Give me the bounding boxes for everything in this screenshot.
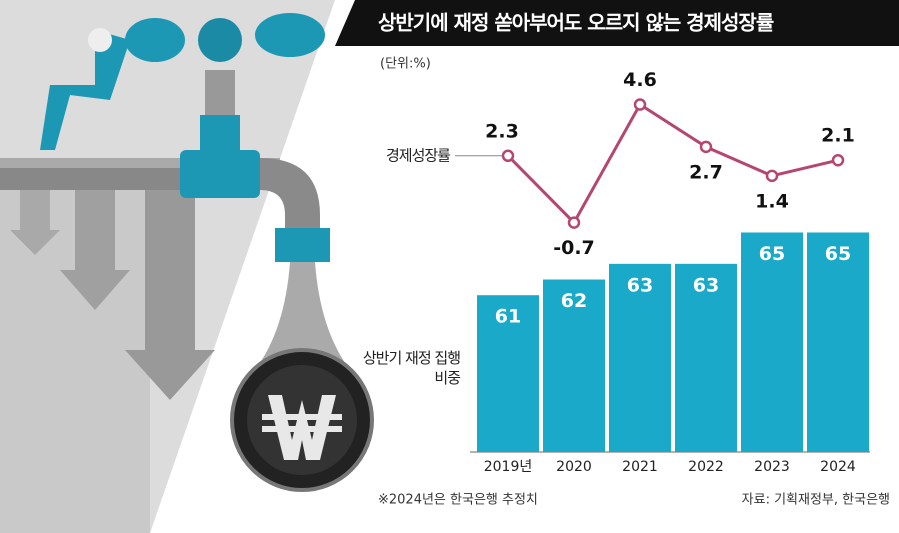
- x-tick-label: 2024: [820, 459, 856, 475]
- line: [506, 102, 839, 226]
- unit-label: (단위:%): [380, 57, 431, 72]
- bar-value-label: 65: [825, 243, 851, 265]
- person: [40, 30, 130, 150]
- x-tick-label: 2021: [622, 459, 658, 475]
- x-tick-label: 2019년: [484, 459, 533, 475]
- note: ※2024년은 한국은행 추정치: [378, 492, 538, 508]
- bar-series-label: 상반기 재정 집행 비중: [362, 349, 461, 387]
- line-value-label: 2.7: [689, 161, 723, 183]
- line-value-label: -0.7: [553, 237, 595, 259]
- handle: [255, 13, 325, 57]
- bar-value-label: 62: [561, 290, 587, 312]
- bar-value-label: 65: [759, 243, 785, 265]
- faucet-body: [180, 150, 260, 198]
- source: 자료: 기획재정부, 한국은행: [742, 492, 890, 508]
- line-point: [633, 98, 647, 111]
- faucet-nut: [200, 115, 240, 150]
- arrow: [10, 190, 60, 255]
- line-series-label: 경제성장률: [386, 146, 451, 164]
- line-value-label: 2.3: [485, 120, 519, 142]
- pipe-highlight: [0, 158, 280, 168]
- handle: [125, 18, 185, 62]
- line-value-label: 2.1: [821, 125, 855, 147]
- pipe-bend: [260, 158, 320, 235]
- bar: [741, 232, 803, 452]
- bar-value-label: 63: [627, 274, 653, 296]
- x-tick-label: 2023: [754, 459, 790, 475]
- arrow: [125, 190, 215, 400]
- bar-value-label: 61: [495, 306, 521, 328]
- title-banner: [335, 0, 899, 46]
- line-point: [765, 169, 779, 183]
- won-bar: [262, 414, 342, 420]
- line-point: [831, 153, 845, 167]
- x-tick-label: 2020: [556, 459, 592, 475]
- line-value-label: 1.4: [755, 190, 789, 212]
- line-value-label: 4.6: [623, 69, 657, 91]
- bar: [477, 295, 539, 452]
- bar-value-label: 63: [693, 274, 719, 296]
- line-point: [567, 216, 581, 229]
- spout-nut: [275, 228, 330, 262]
- line-point: [699, 140, 713, 154]
- won-bar: [262, 426, 342, 432]
- handle-center: [198, 18, 242, 62]
- chart-title: 상반기에 재정 쏟아부어도 오르지 않는 경제성장률: [378, 11, 774, 35]
- person-head: [88, 28, 112, 52]
- bar: [807, 232, 869, 452]
- bar: [675, 263, 737, 452]
- bar: [543, 279, 605, 452]
- arrow: [60, 190, 130, 310]
- x-tick-label: 2022: [688, 459, 724, 475]
- bar: [609, 263, 671, 452]
- line-point: [501, 149, 515, 163]
